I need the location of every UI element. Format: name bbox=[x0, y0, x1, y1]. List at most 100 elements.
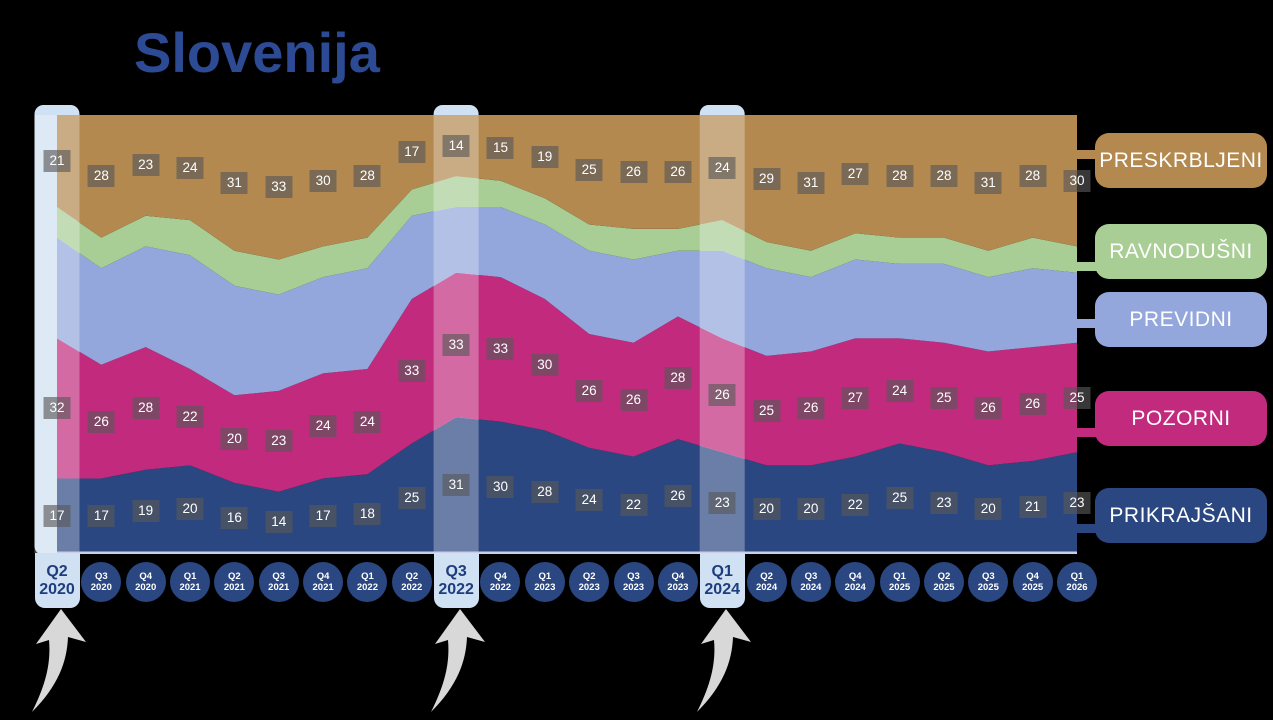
axis-year: 2024 bbox=[755, 582, 778, 593]
axis-year: 2024 bbox=[800, 582, 822, 593]
axis-year: 2020 bbox=[135, 582, 157, 593]
axis-label-q4-2025: Q4 2025 bbox=[1012, 562, 1053, 602]
axis-quarter: Q3 bbox=[445, 562, 467, 580]
axis-quarter: Q1 bbox=[893, 571, 906, 582]
arrow-up-icon bbox=[20, 606, 94, 720]
value-label-preskrbljeni-q1-2023: 19 bbox=[531, 145, 559, 168]
axis-quarter: Q4 bbox=[1026, 571, 1039, 582]
value-label-prikrajsani-q4-2020: 19 bbox=[132, 500, 160, 523]
axis-quarter: Q3 bbox=[981, 571, 995, 582]
area-preskrbljeni bbox=[57, 115, 1077, 260]
value-label-prikrajsani-q3-2023: 22 bbox=[620, 493, 648, 516]
value-label-prikrajsani-q1-2025: 25 bbox=[886, 487, 914, 510]
value-label-preskrbljeni-q1-2022: 28 bbox=[353, 165, 381, 188]
value-label-pozorni-q3-2022: 33 bbox=[442, 333, 470, 356]
axis-year: 2023 bbox=[534, 582, 556, 593]
axis-year: 2026 bbox=[1066, 582, 1088, 593]
axis-quarter: Q2 bbox=[405, 571, 419, 582]
value-label-pozorni-q4-2021: 24 bbox=[309, 414, 337, 437]
value-label-prikrajsani-q4-2024: 22 bbox=[841, 493, 869, 516]
legend-item-prikrajsani: PRIKRAJŠANI bbox=[1095, 488, 1267, 543]
area-ravnodusni bbox=[57, 176, 1077, 295]
chart-baseline bbox=[57, 551, 1077, 554]
axis-year: 2021 bbox=[312, 582, 334, 593]
value-label-preskrbljeni-q4-2022: 15 bbox=[486, 136, 514, 159]
axis-year: 2022 bbox=[489, 582, 512, 593]
legend-item-preskrbljeni: PRESKRBLJENI bbox=[1095, 133, 1267, 188]
value-label-pozorni-q2-2022: 33 bbox=[398, 360, 426, 383]
axis-label-q2-2022: Q2 2022 bbox=[391, 562, 432, 602]
value-label-pozorni-q4-2024: 27 bbox=[841, 386, 869, 409]
value-label-preskrbljeni-q1-2021: 24 bbox=[176, 156, 204, 179]
axis-quarter: Q3 bbox=[804, 571, 818, 582]
value-label-preskrbljeni-q2-2025: 28 bbox=[930, 165, 958, 188]
value-label-pozorni-q4-2020: 28 bbox=[132, 397, 160, 420]
value-label-pozorni-q4-2023: 28 bbox=[664, 366, 692, 389]
value-label-prikrajsani-q2-2021: 16 bbox=[220, 506, 248, 529]
value-label-pozorni-q4-2025: 26 bbox=[1019, 393, 1047, 416]
value-label-prikrajsani-q3-2021: 14 bbox=[265, 511, 293, 534]
area-previdni bbox=[57, 207, 1077, 396]
axis-year: 2022 bbox=[356, 582, 378, 593]
value-label-prikrajsani-q1-2023: 28 bbox=[531, 480, 559, 503]
axis-label-q3-2022: Q3 2022 bbox=[433, 553, 479, 608]
value-label-preskrbljeni-q1-2024: 24 bbox=[708, 156, 736, 179]
value-label-pozorni-q2-2023: 26 bbox=[575, 379, 603, 402]
axis-year: 2025 bbox=[889, 582, 911, 593]
value-label-prikrajsani-q1-2026: 23 bbox=[1063, 491, 1091, 514]
value-label-prikrajsani-q4-2023: 26 bbox=[664, 485, 692, 508]
value-label-prikrajsani-q2-2023: 24 bbox=[575, 489, 603, 512]
value-label-preskrbljeni-q2-2023: 25 bbox=[575, 158, 603, 181]
value-label-preskrbljeni-q3-2023: 26 bbox=[620, 160, 648, 183]
axis-label-q2-2023: Q2 2023 bbox=[569, 562, 610, 602]
axis-quarter: Q3 bbox=[95, 571, 108, 582]
axis-label-q3-2020: Q3 2020 bbox=[81, 562, 122, 602]
axis-label-q1-2023: Q1 2023 bbox=[524, 562, 565, 602]
axis-quarter: Q4 bbox=[671, 571, 685, 582]
legend-connector-previdni bbox=[1075, 319, 1101, 328]
value-label-preskrbljeni-q2-2024: 29 bbox=[753, 167, 781, 190]
axis-quarter: Q2 bbox=[937, 571, 951, 582]
legend-connector-prikrajsani bbox=[1075, 524, 1101, 533]
axis-quarter: Q4 bbox=[494, 571, 507, 582]
axis-label-q1-2025: Q1 2025 bbox=[879, 562, 920, 602]
legend-connector-preskrbljeni bbox=[1075, 150, 1101, 159]
value-label-prikrajsani-q1-2021: 20 bbox=[176, 498, 204, 521]
value-label-pozorni-q1-2024: 26 bbox=[708, 384, 736, 407]
arrow-up-icon bbox=[685, 606, 759, 720]
axis-year: 2025 bbox=[933, 582, 955, 593]
value-label-preskrbljeni-q3-2020: 28 bbox=[87, 165, 115, 188]
value-label-prikrajsani-q1-2022: 18 bbox=[353, 502, 381, 525]
legend-connector-pozorni bbox=[1075, 428, 1101, 437]
axis-label-q4-2023: Q4 2023 bbox=[657, 562, 698, 602]
value-label-preskrbljeni-q3-2021: 33 bbox=[265, 176, 293, 199]
value-label-pozorni-q3-2025: 26 bbox=[974, 397, 1002, 420]
axis-label-q4-2022: Q4 2022 bbox=[480, 562, 521, 602]
value-label-prikrajsani-q2-2025: 23 bbox=[930, 491, 958, 514]
value-label-pozorni-q3-2021: 23 bbox=[265, 430, 293, 453]
axis-label-q1-2021: Q1 2021 bbox=[170, 562, 211, 602]
axis-label-q4-2024: Q4 2024 bbox=[835, 562, 876, 602]
value-label-prikrajsani-q2-2022: 25 bbox=[398, 487, 426, 510]
legend-item-pozorni: POZORNI bbox=[1095, 391, 1267, 446]
value-label-pozorni-q2-2020: 32 bbox=[43, 397, 71, 420]
value-label-prikrajsani-q4-2022: 30 bbox=[486, 476, 514, 499]
value-label-prikrajsani-q4-2025: 21 bbox=[1019, 496, 1047, 518]
axis-year: 2024 bbox=[844, 582, 866, 593]
axis-label-q3-2023: Q3 2023 bbox=[613, 562, 654, 602]
axis-label-q3-2021: Q3 2021 bbox=[258, 562, 299, 602]
axis-quarter: Q2 bbox=[760, 571, 773, 582]
axis-year: 2023 bbox=[667, 582, 689, 593]
highlight-overlay bbox=[34, 115, 80, 553]
value-label-pozorni-q3-2024: 26 bbox=[797, 397, 825, 420]
axis-quarter: Q2 bbox=[228, 571, 241, 582]
legend-item-previdni: PREVIDNI bbox=[1095, 292, 1267, 347]
axis-quarter: Q4 bbox=[316, 571, 330, 582]
axis-year: 2025 bbox=[977, 582, 999, 593]
axis-label-q1-2022: Q1 2022 bbox=[347, 562, 388, 602]
axis-label-q1-2024: Q1 2024 bbox=[699, 553, 745, 608]
axis-quarter: Q3 bbox=[627, 571, 640, 582]
axis-quarter: Q1 bbox=[538, 571, 552, 582]
axis-label-q3-2025: Q3 2025 bbox=[968, 562, 1009, 602]
value-label-pozorni-q1-2021: 22 bbox=[176, 406, 204, 429]
